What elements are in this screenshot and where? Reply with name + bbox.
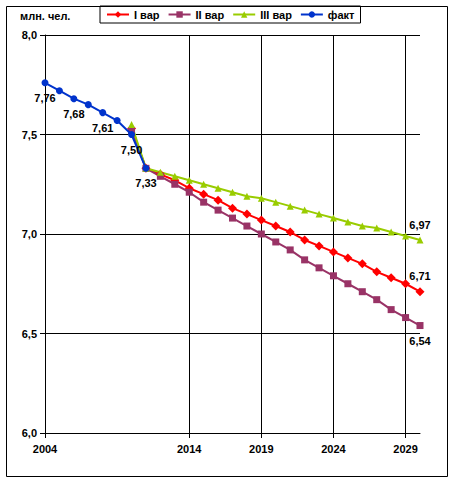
svg-text:II вар: II вар	[196, 9, 225, 21]
svg-text:6,5: 6,5	[22, 328, 37, 340]
svg-text:6,97: 6,97	[409, 219, 430, 231]
svg-text:6,0: 6,0	[22, 427, 37, 439]
svg-text:7,5: 7,5	[22, 129, 37, 141]
svg-text:8,0: 8,0	[22, 29, 37, 41]
svg-text:2014: 2014	[177, 443, 202, 455]
svg-text:факт: факт	[328, 9, 355, 21]
svg-text:2019: 2019	[249, 443, 273, 455]
svg-text:I вар: I вар	[134, 9, 160, 21]
svg-text:III вар: III вар	[260, 9, 292, 21]
svg-text:2029: 2029	[393, 443, 417, 455]
svg-text:6,54: 6,54	[409, 335, 431, 347]
svg-text:7,33: 7,33	[135, 177, 156, 189]
svg-text:2024: 2024	[321, 443, 346, 455]
svg-text:млн. чел.: млн. чел.	[20, 10, 70, 22]
svg-text:7,0: 7,0	[22, 228, 37, 240]
svg-text:2004: 2004	[33, 443, 58, 455]
svg-text:7,68: 7,68	[63, 108, 84, 120]
svg-text:7,61: 7,61	[92, 122, 113, 134]
svg-text:7,76: 7,76	[34, 92, 55, 104]
svg-text:7,50: 7,50	[121, 144, 142, 156]
svg-text:6,71: 6,71	[409, 270, 430, 282]
